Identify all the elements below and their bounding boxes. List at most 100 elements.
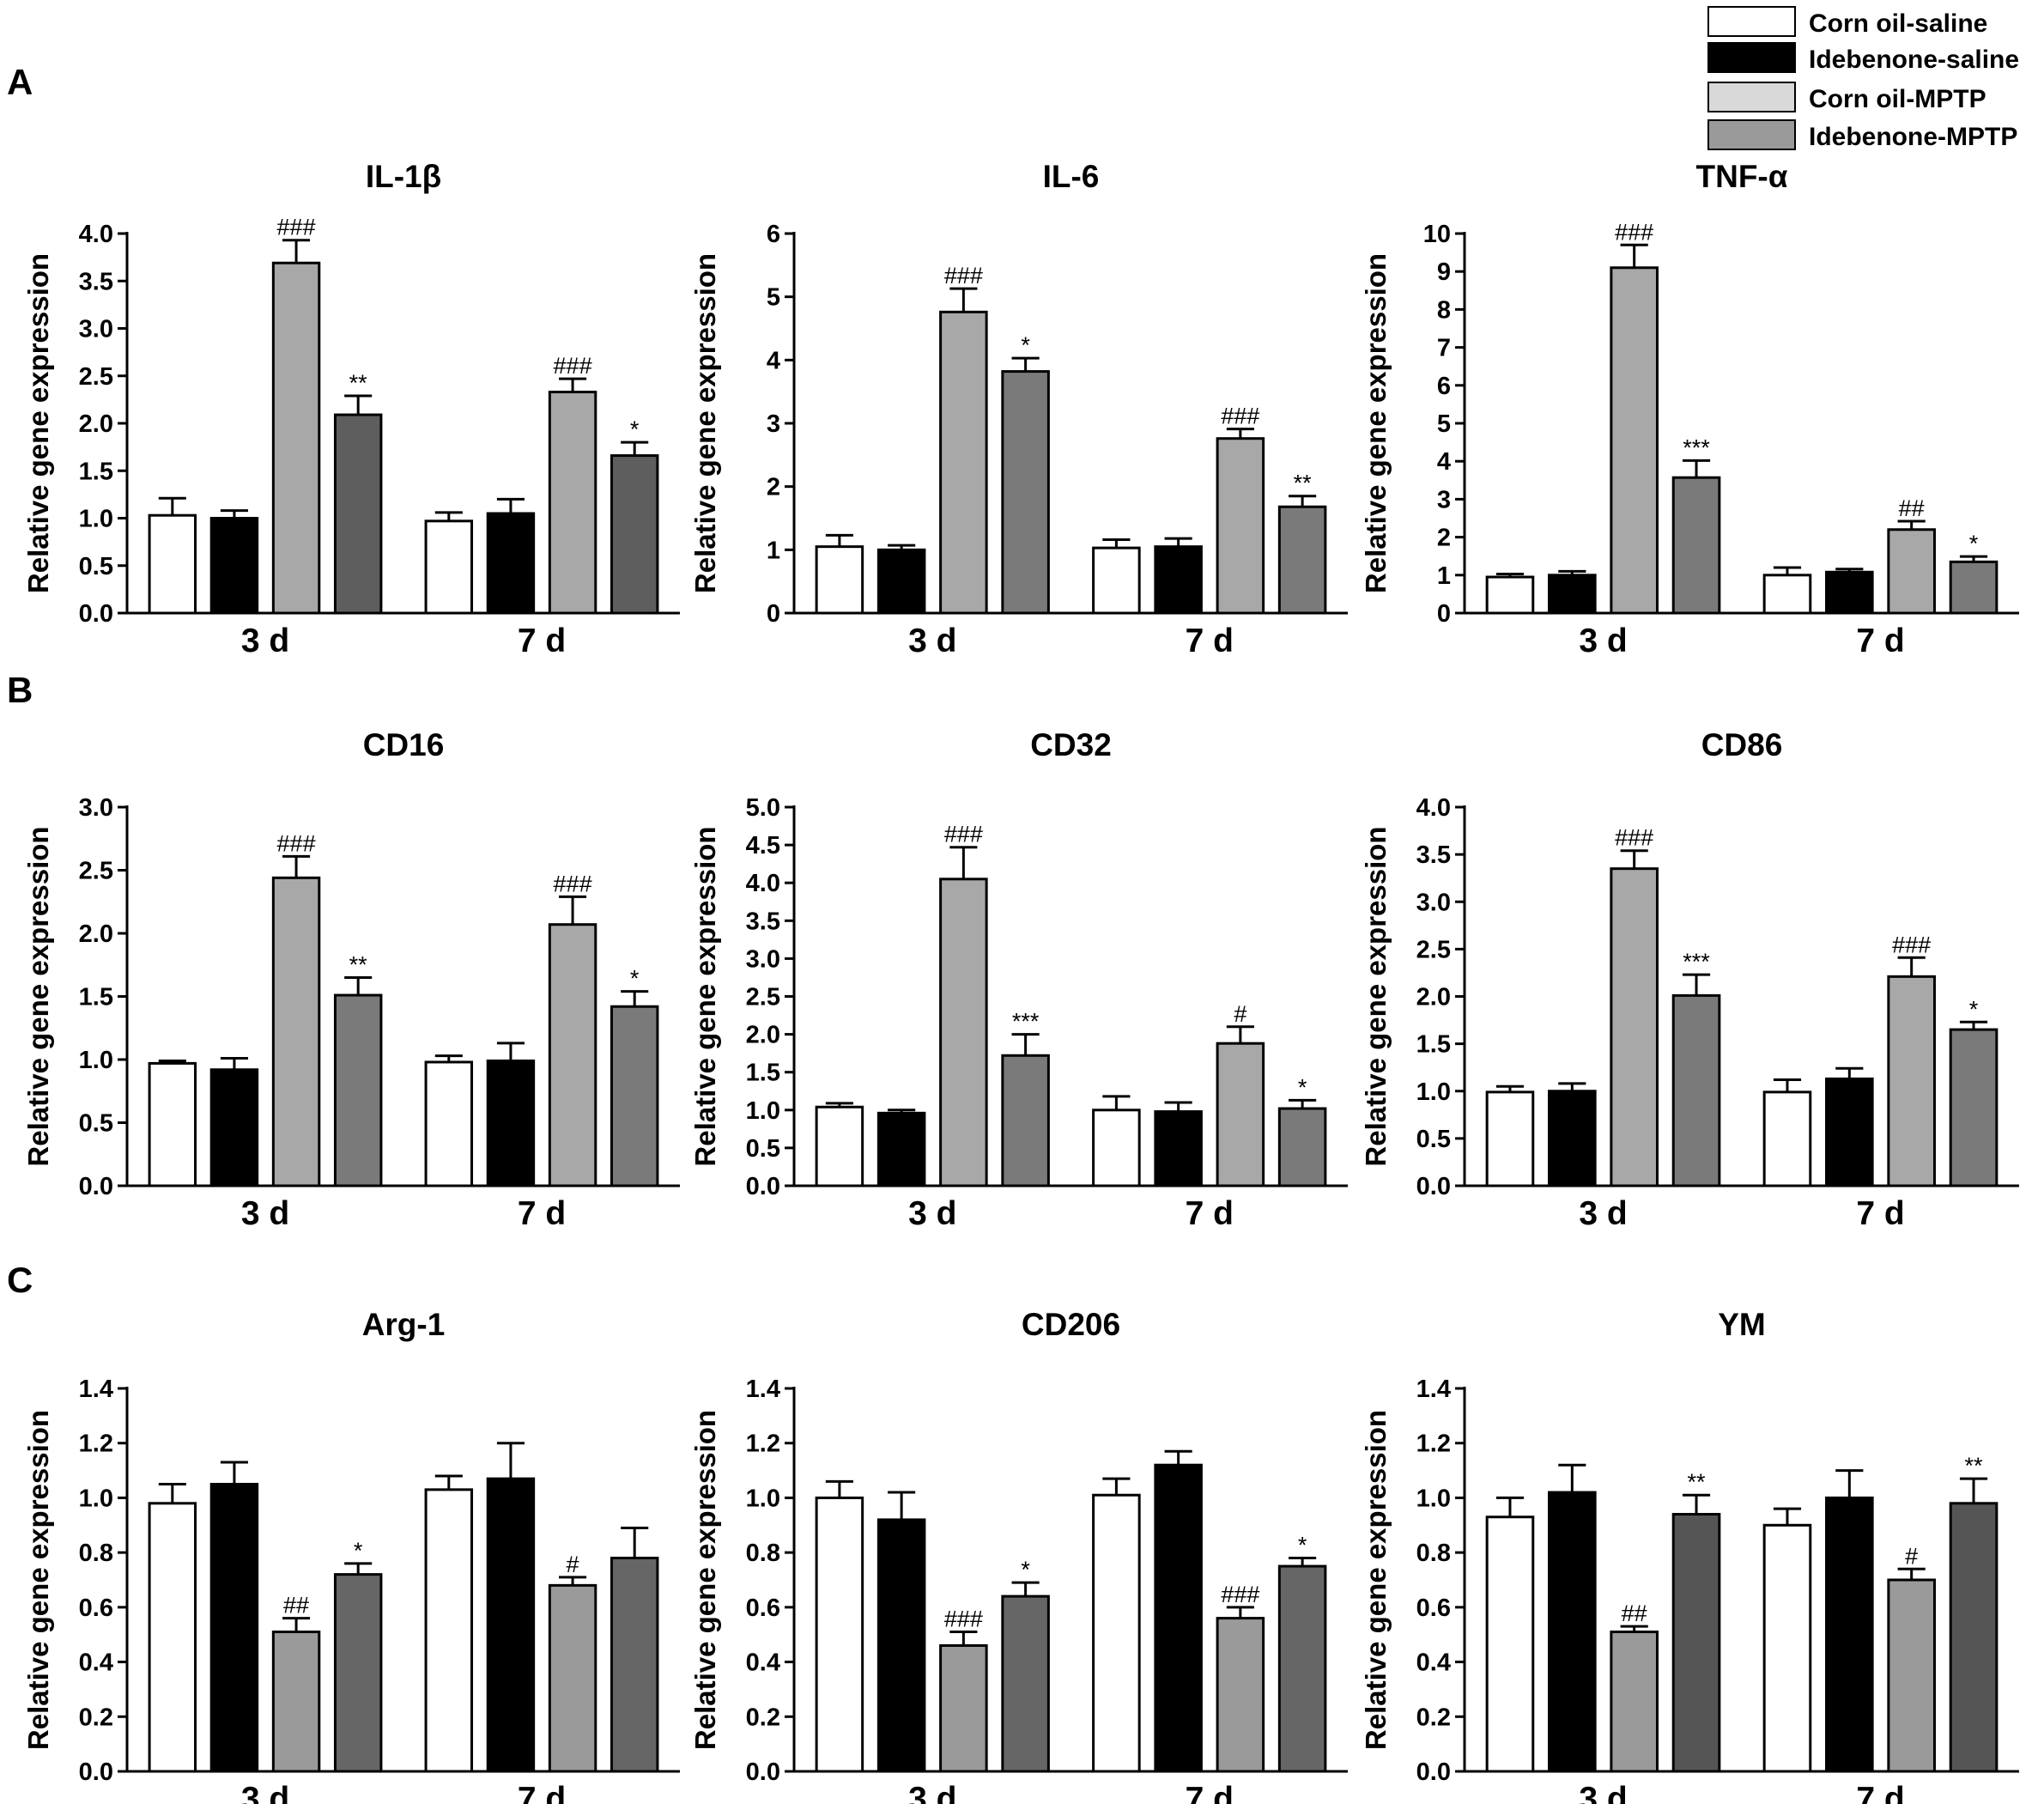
x-tick-label: 7 d	[1186, 1195, 1234, 1232]
bar	[876, 1518, 926, 1773]
x-tick-label: 3 d	[241, 1781, 289, 1804]
significance-label: ###	[944, 822, 983, 847]
y-tick-label: 0.6	[1416, 1594, 1451, 1622]
bar	[1671, 993, 1721, 1187]
bar	[1548, 1090, 1597, 1187]
bar	[1762, 1090, 1812, 1187]
bar	[1277, 505, 1327, 615]
y-tick-label: 1.4	[79, 1376, 113, 1403]
significance-label: ###	[277, 215, 316, 240]
y-tick-label: 2.5	[79, 363, 113, 391]
y-tick-label: 0.6	[79, 1594, 113, 1622]
significance-label: *	[354, 1538, 363, 1564]
y-tick-label: 3.5	[1416, 841, 1451, 869]
x-tick-label: 7 d	[1856, 1195, 1904, 1232]
significance-label: #	[567, 1552, 579, 1577]
y-tick-label: 1.0	[1416, 1078, 1451, 1106]
bar	[610, 1005, 659, 1187]
chart-title: CD206	[1022, 1307, 1120, 1342]
y-tick-label: 1.4	[746, 1376, 780, 1403]
significance-label: *	[1298, 1533, 1307, 1558]
x-tick-label: 3 d	[241, 623, 289, 659]
y-tick-label: 2	[1437, 525, 1451, 552]
y-axis-label: Relative gene expression	[689, 253, 721, 593]
y-tick-label: 0.2	[1416, 1704, 1451, 1731]
legend-label-3: Idebenone-MPTP	[1809, 123, 2017, 151]
bar	[486, 512, 536, 615]
y-tick-label: 0.0	[79, 1758, 113, 1786]
y-tick-label: 0.6	[746, 1594, 780, 1622]
y-tick-label: 0.8	[79, 1540, 113, 1567]
y-tick-label: 3.5	[746, 908, 780, 935]
significance-label: ###	[1892, 932, 1931, 957]
y-tick-label: 0	[767, 600, 780, 628]
significance-label: #	[1905, 1543, 1918, 1569]
bar	[1154, 1463, 1203, 1773]
legend-swatch-1	[1707, 42, 1796, 73]
significance-label: **	[1294, 471, 1313, 496]
significance-label: ***	[1683, 434, 1710, 460]
bar	[209, 1483, 259, 1773]
y-tick-label: 0.5	[1416, 1126, 1451, 1153]
y-tick-label: 10	[1423, 221, 1451, 248]
y-tick-label: 2.0	[1416, 984, 1451, 1011]
y-tick-label: 4	[1437, 448, 1451, 476]
bar	[876, 548, 926, 615]
bar	[209, 1068, 259, 1187]
bar	[424, 1060, 474, 1187]
significance-label: #	[1234, 1001, 1246, 1027]
y-tick-label: 2.5	[746, 984, 780, 1011]
panel-letter-b: B	[7, 670, 33, 710]
y-tick-label: 0.4	[1416, 1649, 1451, 1677]
bar	[548, 391, 597, 615]
x-tick-label: 7 d	[518, 1195, 566, 1232]
bar	[333, 993, 383, 1187]
bar	[815, 1496, 864, 1773]
y-tick-label: 2.5	[1416, 936, 1451, 963]
bar	[939, 878, 988, 1187]
bar	[1610, 266, 1659, 615]
bar	[1216, 1042, 1265, 1187]
y-tick-label: 2.5	[79, 858, 113, 885]
y-tick-label: 4.5	[746, 832, 780, 859]
x-tick-label: 3 d	[908, 1781, 956, 1804]
significance-label: ##	[1622, 1601, 1647, 1626]
chart-title: CD32	[1030, 727, 1112, 762]
bar	[1092, 1493, 1141, 1773]
y-tick-label: 1.5	[79, 984, 113, 1011]
chart-2: TNF-α Relative gene expression 0 1 2 3 4 5 6 7 8 9 1…	[1360, 159, 2019, 659]
x-tick-label: 7 d	[1186, 1781, 1234, 1804]
y-tick-label: 4	[767, 347, 780, 374]
y-tick-label: 1.0	[79, 1047, 113, 1074]
chart-title: CD86	[1701, 727, 1783, 762]
bar	[1949, 1028, 1999, 1187]
bar	[1548, 574, 1597, 615]
bar	[1610, 867, 1659, 1187]
bar	[1485, 1090, 1535, 1187]
x-tick-label: 3 d	[908, 623, 956, 659]
panel-letter-c: C	[7, 1260, 33, 1300]
x-tick-label: 3 d	[908, 1195, 956, 1232]
y-tick-label: 0	[1437, 600, 1451, 628]
y-tick-label: 1.0	[79, 506, 113, 533]
y-axis-label: Relative gene expression	[22, 253, 54, 593]
significance-label: ###	[1615, 219, 1653, 245]
y-tick-label: 3.0	[79, 316, 113, 343]
bar	[271, 1631, 321, 1773]
y-tick-label: 2.0	[746, 1022, 780, 1049]
significance-label: **	[349, 951, 368, 977]
x-tick-label: 3 d	[241, 1195, 289, 1232]
significance-label: ###	[944, 1607, 983, 1632]
significance-label: ##	[1899, 495, 1925, 521]
significance-label: **	[1688, 1469, 1707, 1495]
legend: Corn oil-saline Idebenone-saline Corn oi…	[1707, 6, 2019, 151]
bar	[1825, 570, 1874, 615]
bar	[1610, 1631, 1659, 1773]
chart-0: IL-1β Relative gene expression 0.0 0.5 1.0 1.…	[22, 159, 680, 659]
significance-label: ###	[1615, 825, 1653, 851]
y-tick-label: 3.5	[79, 268, 113, 295]
x-tick-label: 7 d	[1856, 623, 1904, 659]
y-tick-label: 1.4	[1416, 1376, 1451, 1403]
chart-title: Arg-1	[362, 1307, 446, 1342]
